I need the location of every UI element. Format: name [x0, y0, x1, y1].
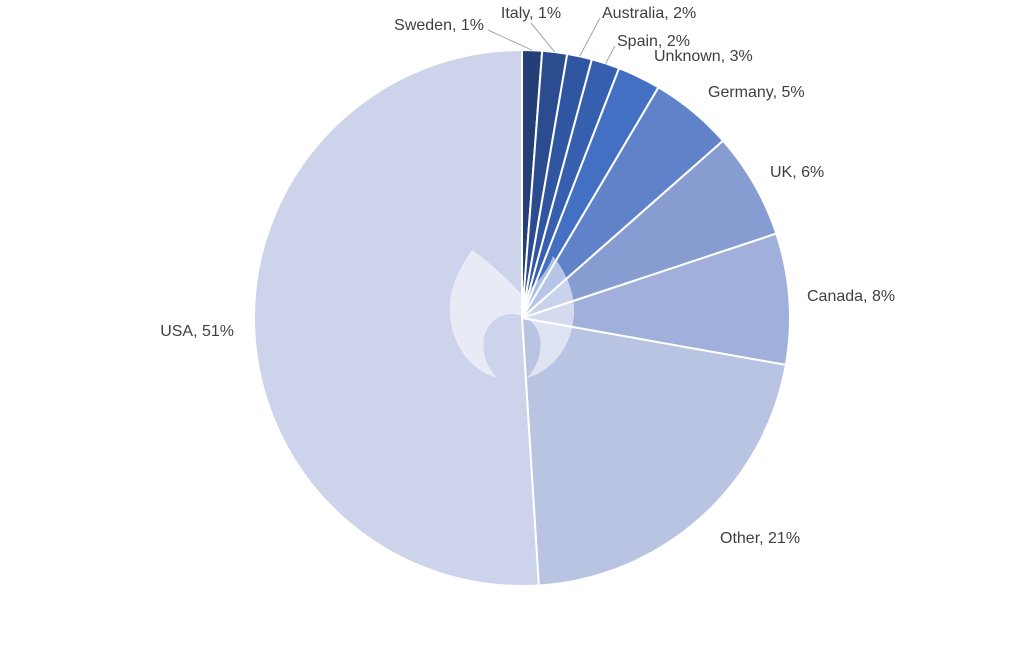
pie-slice-canada [521, 232, 791, 367]
watermark-logo-icon [449, 250, 575, 378]
slice-label-australia: Australia, 2% [602, 5, 696, 22]
pie-slice-usa [253, 48, 540, 587]
leader-line-australia [579, 17, 601, 57]
slice-label-italy: Italy, 1% [501, 5, 561, 22]
slice-label-unknown: Unknown, 3% [654, 48, 753, 65]
pie-slices [253, 48, 791, 587]
leader-line-spain [605, 45, 616, 64]
leader-line-sweden [487, 29, 533, 51]
leader-line-italy [530, 22, 556, 53]
leader-lines [487, 17, 616, 64]
slice-label-sweden: Sweden, 1% [394, 17, 484, 34]
pie-slice-other [520, 316, 788, 587]
slice-labels: Sweden, 1% Italy, 1% Australia, 2% Spain, 2… [160, 5, 895, 547]
slice-label-other: Other, 21% [720, 530, 800, 547]
slice-label-spain: Spain, 2% [617, 33, 690, 50]
slice-label-usa: USA, 51% [160, 323, 234, 340]
slice-label-uk: UK, 6% [770, 164, 824, 181]
slice-label-canada: Canada, 8% [807, 288, 895, 305]
slice-label-germany: Germany, 5% [708, 84, 805, 101]
